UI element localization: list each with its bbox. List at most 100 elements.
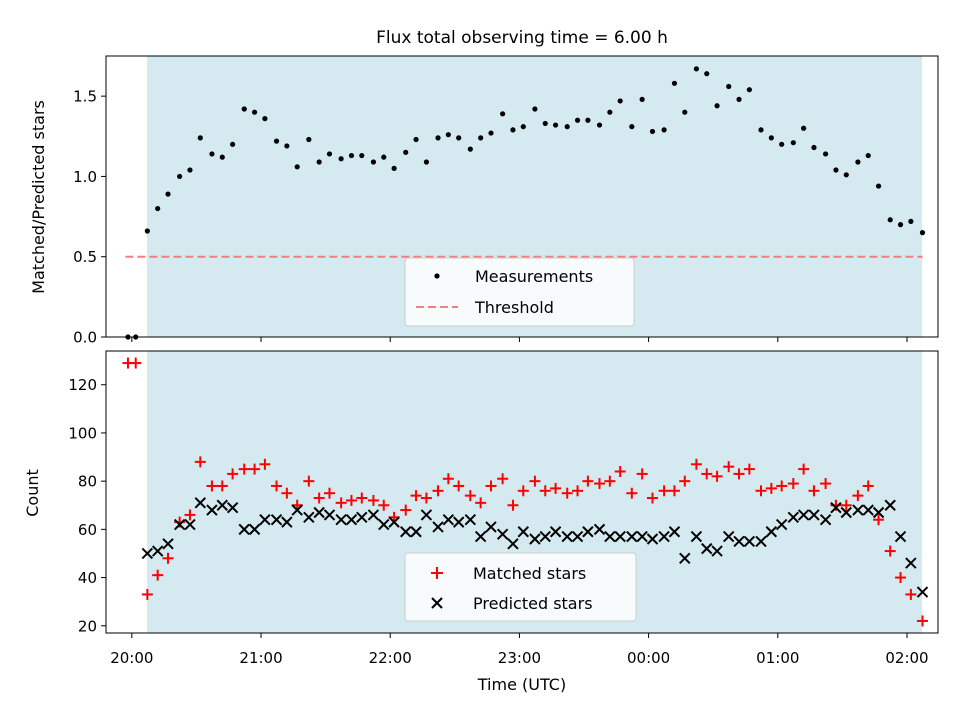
matched-star-point — [614, 466, 626, 478]
measurement-point — [306, 136, 312, 143]
predicted-star-point — [216, 499, 228, 511]
matched-star-point — [238, 463, 250, 475]
measurement-point — [865, 152, 871, 159]
measurement-point — [187, 167, 193, 173]
predicted-star-point — [410, 526, 422, 538]
matched-star-point — [529, 475, 541, 487]
y-tick-label: 100 — [68, 424, 97, 442]
measurement-point — [273, 138, 280, 144]
measurement-point — [746, 87, 752, 93]
measurement-point — [445, 132, 451, 138]
measurement-point — [596, 122, 603, 128]
measurement-point — [542, 120, 548, 127]
measurement-point — [811, 144, 817, 151]
count-panel: 20 40 60 80 100 120 20:00 21:00 22:00 23:00 00:00… — [23, 350, 939, 694]
matched-star-point — [420, 492, 432, 504]
matched-star-point — [216, 480, 228, 492]
predicted-star-point — [668, 526, 681, 538]
predicted-star-point — [679, 552, 691, 564]
matched-star-point — [367, 494, 379, 506]
matched-star-point — [497, 473, 509, 485]
matched-star-point — [808, 485, 820, 497]
measurement-point — [209, 151, 215, 157]
matched-star-point — [464, 490, 476, 502]
count-axes-frame — [105, 350, 939, 634]
predicted-star-point — [151, 545, 164, 557]
predicted-star-point — [367, 509, 380, 521]
matched-star-point — [141, 588, 153, 600]
measurement-point — [552, 122, 559, 128]
measurement-point — [833, 167, 839, 173]
measurement-point — [284, 143, 290, 149]
predicted-star-point — [852, 504, 864, 516]
predicted-star-point — [507, 538, 519, 550]
predicted-star-point — [787, 511, 800, 524]
matched-star-point — [690, 458, 702, 470]
legend-measurements-label: Measurements — [475, 267, 593, 286]
matched-star-point — [668, 485, 680, 497]
matched-star-point — [723, 461, 735, 473]
measurement-point — [403, 149, 409, 155]
measurement-point — [338, 156, 344, 162]
count-legend: Matched stars Predicted stars — [404, 552, 637, 622]
predicted-star-point — [604, 530, 616, 543]
measurement-point — [177, 173, 183, 180]
predicted-star-point — [432, 521, 444, 533]
predicted-star-point — [474, 530, 487, 543]
matched-star-point — [658, 485, 670, 497]
measurement-point — [843, 172, 849, 178]
predicted-star-point — [270, 514, 283, 526]
measurement-point — [370, 159, 377, 165]
predicted-star-point — [345, 514, 358, 526]
predicted-star-point — [916, 586, 929, 598]
matched-star-point — [572, 485, 584, 497]
matched-star-point — [884, 545, 896, 557]
matched-star-point — [646, 492, 658, 504]
y-tick-label: 1.0 — [73, 168, 97, 186]
predicted-star-point — [496, 528, 509, 540]
matched-star-point — [303, 475, 315, 487]
matched-star-point — [475, 497, 487, 509]
measurement-point — [801, 125, 807, 131]
matched-star-point — [582, 475, 594, 487]
measurement-point — [413, 136, 419, 143]
measurement-point — [391, 165, 397, 171]
predicted-star-point — [775, 518, 788, 531]
matched-star-point — [400, 504, 412, 516]
measurement-point — [758, 127, 764, 133]
y-tick-label: 60 — [78, 521, 97, 539]
measurement-point — [165, 191, 171, 197]
predicted-star-point — [378, 518, 390, 531]
matched-star-point — [130, 357, 142, 369]
ratio-y-axis-label: Matched/Predicted stars — [29, 100, 48, 294]
measurement-point — [197, 135, 203, 141]
count-legend-box — [404, 552, 637, 622]
measurement-point — [714, 103, 720, 109]
predicted-star-point — [872, 506, 885, 519]
measurement-point — [607, 109, 613, 115]
measurement-point — [219, 154, 225, 160]
predicted-star-point — [162, 538, 174, 550]
measurement-point — [629, 124, 635, 130]
matched-star-point — [356, 492, 368, 504]
matched-star-point — [206, 480, 218, 492]
predicted-star-point — [442, 514, 455, 526]
x-tick-label: 01:00 — [756, 649, 799, 667]
predicted-star-point — [388, 516, 400, 528]
matched-star-point — [539, 485, 551, 497]
predicted-star-point — [884, 499, 896, 511]
predicted-star-point — [141, 547, 154, 560]
predicted-star-point — [517, 526, 529, 538]
measurement-point — [736, 96, 742, 102]
matched-star-point — [313, 492, 325, 504]
x-tick-label: 23:00 — [498, 649, 541, 667]
predicted-star-point — [743, 535, 756, 548]
predicted-star-point — [593, 523, 606, 536]
predicted-star-point — [755, 535, 767, 548]
measurement-point — [649, 128, 656, 135]
predicted-star-point — [259, 514, 271, 526]
count-y-ticks: 20 40 60 80 100 120 — [68, 376, 106, 635]
count-y-axis-label: Count — [23, 469, 42, 517]
predicted-star-point — [323, 509, 336, 521]
